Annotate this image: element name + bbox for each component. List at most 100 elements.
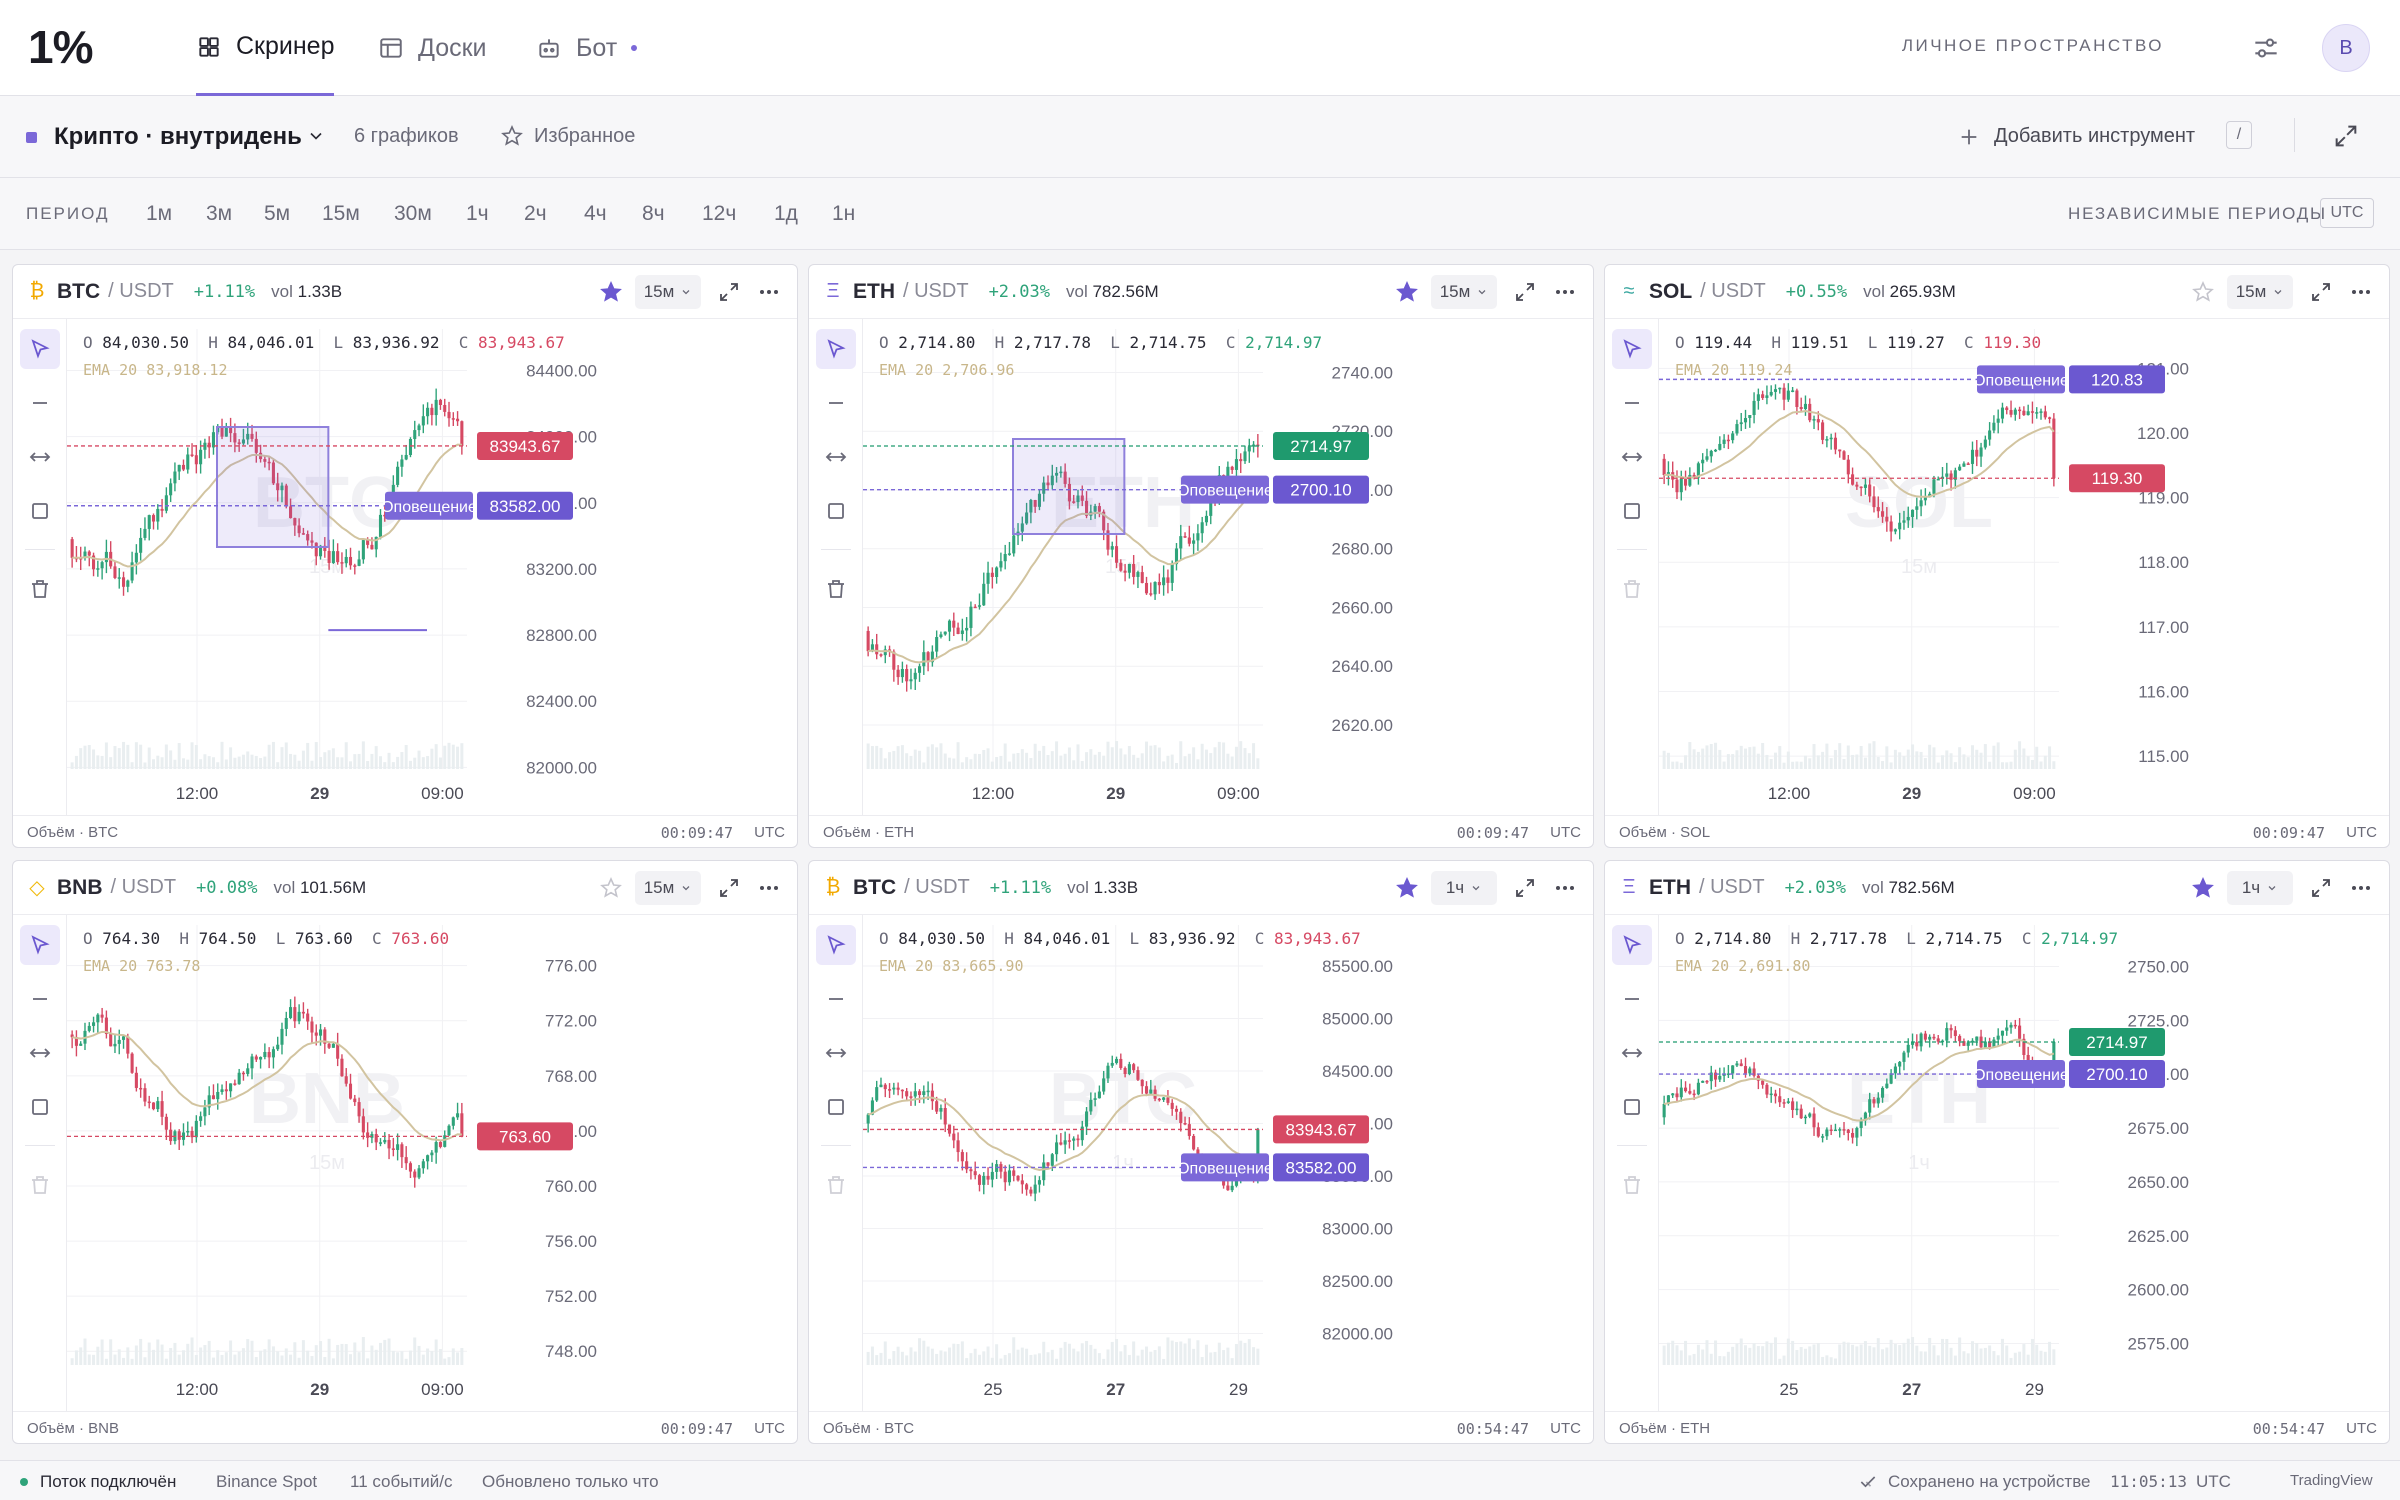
delete-tool[interactable] <box>816 569 856 609</box>
star-filled-icon[interactable] <box>2191 876 2215 900</box>
rectangle-tool[interactable] <box>20 1087 60 1127</box>
rectangle-tool[interactable] <box>816 491 856 531</box>
star-filled-icon[interactable] <box>1395 280 1419 304</box>
timeframe-select[interactable]: 15м <box>1431 275 1497 309</box>
tab-boards[interactable]: Доски <box>378 0 487 96</box>
avatar[interactable]: В <box>2322 24 2370 72</box>
price-chart[interactable]: 2527292750.002725.002700.002675.002650.0… <box>1659 915 2390 1411</box>
period-1w[interactable]: 1н <box>832 202 856 225</box>
alert-marker[interactable]: Оповещение 83582.00 <box>1177 1153 1369 1182</box>
symbol[interactable]: ETH <box>1649 875 1691 899</box>
more-icon[interactable] <box>1553 876 1577 900</box>
expand-icon[interactable] <box>717 876 741 900</box>
rectangle-tool[interactable] <box>1612 491 1652 531</box>
timeframe-select[interactable]: 15м <box>635 871 701 905</box>
price-chart[interactable]: 25272985500.0085000.0084500.0084000.0083… <box>863 915 1594 1411</box>
price-chart[interactable]: 12:002909:00121.00120.00119.00118.00117.… <box>1659 319 2390 815</box>
plus-icon[interactable] <box>1958 126 1980 148</box>
star-filled-icon[interactable] <box>1395 876 1419 900</box>
line-tool[interactable] <box>816 383 856 423</box>
period-1m[interactable]: 1м <box>146 202 173 225</box>
more-icon[interactable] <box>757 280 781 304</box>
alert-marker[interactable]: Оповещение 83582.00 <box>381 491 573 520</box>
fullscreen-icon[interactable] <box>2332 122 2360 150</box>
period-12h[interactable]: 12ч <box>702 202 737 225</box>
symbol[interactable]: BTC <box>853 875 897 899</box>
line-tool[interactable] <box>20 383 60 423</box>
price-chart[interactable]: 12:002909:002740.002720.002700.002680.00… <box>863 319 1594 815</box>
workspace-label[interactable]: ЛИЧНОЕ ПРОСТРАНСТВО <box>1901 36 2164 55</box>
star-outline-icon[interactable] <box>500 124 524 148</box>
star-filled-icon[interactable] <box>599 280 623 304</box>
rectangle-tool[interactable] <box>20 491 60 531</box>
line-tool[interactable] <box>1612 979 1652 1019</box>
period-15m[interactable]: 15м <box>322 202 360 225</box>
range-tool[interactable] <box>1612 437 1652 477</box>
expand-icon[interactable] <box>2309 876 2333 900</box>
star-outline-icon[interactable] <box>2191 280 2215 304</box>
more-icon[interactable] <box>1553 280 1577 304</box>
range-tool[interactable] <box>20 1033 60 1073</box>
cursor-tool[interactable] <box>20 329 60 369</box>
symbol[interactable]: BTC <box>57 279 101 303</box>
rectangle-tool[interactable] <box>1612 1087 1652 1127</box>
timeframe-select[interactable]: 15м <box>2227 275 2293 309</box>
cursor-tool[interactable] <box>20 925 60 965</box>
delete-tool[interactable] <box>1612 1165 1652 1205</box>
period-1h[interactable]: 1ч <box>466 202 489 225</box>
symbol[interactable]: BNB <box>57 875 103 899</box>
delete-tool[interactable] <box>20 569 60 609</box>
rectangle-annotation[interactable] <box>216 426 330 548</box>
rectangle-annotation[interactable] <box>1012 438 1126 535</box>
delete-tool[interactable] <box>20 1165 60 1205</box>
period-8h[interactable]: 8ч <box>642 202 665 225</box>
period-30m[interactable]: 30м <box>394 202 432 225</box>
period-1d[interactable]: 1д <box>774 202 798 225</box>
range-tool[interactable] <box>816 437 856 477</box>
range-tool[interactable] <box>816 1033 856 1073</box>
expand-icon[interactable] <box>1513 876 1537 900</box>
symbol[interactable]: SOL <box>1649 279 1693 303</box>
app-logo[interactable]: 1% <box>28 21 93 73</box>
cursor-tool[interactable] <box>816 925 856 965</box>
alert-marker[interactable]: Оповещение 120.83 <box>1973 365 2165 394</box>
tab-bot[interactable]: Бот <box>536 0 638 96</box>
period-2h[interactable]: 2ч <box>524 202 547 225</box>
cursor-tool[interactable] <box>816 329 856 369</box>
more-icon[interactable] <box>2349 876 2373 900</box>
range-tool[interactable] <box>1612 1033 1652 1073</box>
line-tool[interactable] <box>1612 383 1652 423</box>
settings-sliders-icon[interactable] <box>2250 32 2282 64</box>
timeframe-select[interactable]: 15м <box>635 275 701 309</box>
expand-icon[interactable] <box>1513 280 1537 304</box>
period-4h[interactable]: 4ч <box>584 202 607 225</box>
expand-icon[interactable] <box>717 280 741 304</box>
timeframe-select[interactable]: 1ч <box>2227 871 2293 905</box>
timeframe-select[interactable]: 1ч <box>1431 871 1497 905</box>
timezone-badge[interactable]: UTC <box>2320 198 2374 228</box>
favorites-button[interactable]: Избранное <box>534 125 636 147</box>
independent-periods-label[interactable]: НЕЗАВИСИМЫЕ ПЕРИОДЫ <box>2068 204 2327 223</box>
line-tool[interactable] <box>20 979 60 1019</box>
add-instrument-button[interactable]: Добавить инструмент <box>1994 125 2196 147</box>
range-tool[interactable] <box>20 437 60 477</box>
period-5m[interactable]: 5м <box>264 202 291 225</box>
price-chart[interactable]: 12:002909:0084400.0084000.0083600.008320… <box>67 319 798 815</box>
tab-screener[interactable]: Скринер <box>196 0 335 96</box>
chevron-down-icon[interactable] <box>306 126 326 146</box>
alert-marker[interactable]: Оповещение 2700.10 <box>1973 1060 2165 1089</box>
delete-tool[interactable] <box>1612 569 1652 609</box>
price-chart[interactable]: 12:002909:00776.00772.00768.00764.00760.… <box>67 915 798 1411</box>
alert-marker[interactable]: Оповещение 2700.10 <box>1177 475 1369 504</box>
board-name[interactable]: Крипто · внутридень <box>54 123 302 150</box>
cursor-tool[interactable] <box>1612 329 1652 369</box>
more-icon[interactable] <box>2349 280 2373 304</box>
star-outline-icon[interactable] <box>599 876 623 900</box>
more-icon[interactable] <box>757 876 781 900</box>
rectangle-tool[interactable] <box>816 1087 856 1127</box>
period-3m[interactable]: 3м <box>206 202 233 225</box>
expand-icon[interactable] <box>2309 280 2333 304</box>
symbol[interactable]: ETH <box>853 279 895 303</box>
line-tool[interactable] <box>816 979 856 1019</box>
cursor-tool[interactable] <box>1612 925 1652 965</box>
